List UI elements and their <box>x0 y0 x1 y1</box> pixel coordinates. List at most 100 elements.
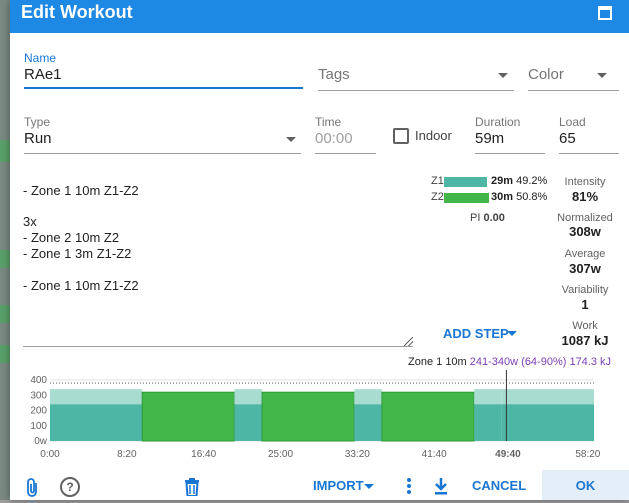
stat-label: Variability <box>561 284 609 296</box>
chart-segment <box>501 404 594 441</box>
name-underline <box>24 87 303 89</box>
zone-label: Z1 <box>431 175 444 187</box>
stat-value: 1 <box>581 297 589 312</box>
load-underline <box>559 153 619 154</box>
type-label: Type <box>24 115 51 129</box>
maximize-icon[interactable] <box>598 6 612 20</box>
dialog-titlebar: Edit Workout <box>10 0 629 33</box>
load-input[interactable]: 65 <box>559 130 576 147</box>
zone-value: 30m 50.8% <box>491 191 547 203</box>
type-underline <box>24 153 301 154</box>
background-stripe <box>0 305 10 323</box>
color-select[interactable]: Color <box>528 66 564 83</box>
resize-handle-icon[interactable] <box>404 337 413 346</box>
type-select[interactable]: Run <box>24 130 52 147</box>
workout-chart[interactable]: 400 300 200 100 0w 0:00 8:20 16:40 25:00 33:20 41:… <box>10 370 629 462</box>
stat-label: Work <box>572 320 598 332</box>
pi-label: PI <box>470 212 481 224</box>
stat-value: 1087 kJ <box>561 333 609 348</box>
stat-label: Average <box>564 248 606 260</box>
zone-percent: 49.2% <box>516 175 548 187</box>
chart-x-tick-label: 8:20 <box>117 449 137 460</box>
chart-segment <box>50 404 143 441</box>
stat-value: 308w <box>569 224 601 239</box>
color-underline <box>528 90 619 91</box>
segment-details: 241-340w (64-90%) 174.3 kJ <box>469 356 612 368</box>
chart-y-tick-label: 400 <box>30 375 47 386</box>
duration-underline <box>475 153 545 154</box>
edit-workout-dialog: Edit Workout Name RAe1 Tags Color Type R… <box>10 0 629 500</box>
stat-label: Normalized <box>557 212 613 224</box>
chart-segment <box>474 404 502 441</box>
more-vert-icon[interactable] <box>407 478 411 494</box>
chart-x-tick-label: 41:40 <box>422 449 447 460</box>
pi-value: 0.00 <box>483 212 505 224</box>
chart-x-tick-label: 33:20 <box>345 449 370 460</box>
chart-y-tick-label: 200 <box>30 406 47 417</box>
dialog-title: Edit Workout <box>21 2 133 22</box>
description-line: - Zone 1 10m Z1-Z2 <box>23 278 139 293</box>
tags-chevron-down-icon[interactable] <box>498 73 508 78</box>
duration-input[interactable]: 59m <box>475 130 505 147</box>
tags-select[interactable]: Tags <box>318 66 350 83</box>
background-stripe <box>0 345 10 363</box>
stat-value: 307w <box>569 261 601 276</box>
description-line: - Zone 1 3m Z1-Z2 <box>23 246 132 261</box>
add-step-chevron-down-icon[interactable] <box>507 331 517 336</box>
zone-value: 29m 49.2% <box>491 175 547 187</box>
cancel-button[interactable]: CANCEL <box>472 478 527 493</box>
chart-y-tick-label: 0w <box>34 436 48 447</box>
indoor-checkbox[interactable] <box>393 128 409 144</box>
description-underline <box>23 346 413 347</box>
import-chevron-down-icon[interactable] <box>364 484 374 489</box>
chart-segment-band <box>501 389 594 405</box>
description-line: 3x <box>23 214 37 229</box>
attach-icon[interactable] <box>26 478 40 503</box>
download-icon[interactable] <box>434 477 448 500</box>
time-input[interactable]: 00:00 <box>315 130 353 147</box>
chart-segment <box>261 391 355 442</box>
segment-name: Zone 1 <box>408 356 443 368</box>
chart-y-tick-label: 100 <box>30 421 47 432</box>
help-icon[interactable]: ? <box>60 477 80 497</box>
import-button[interactable]: IMPORT <box>313 478 364 493</box>
zone-percent: 50.8% <box>516 191 548 203</box>
name-label: Name <box>24 51 57 65</box>
zone-time: 29m <box>491 175 514 187</box>
background-stripe <box>0 140 10 162</box>
chart-segment-band <box>354 389 382 405</box>
add-step-button[interactable]: ADD STEP <box>443 326 509 341</box>
duration-label: Duration <box>475 115 521 129</box>
time-underline <box>315 153 376 154</box>
stat-value: 81% <box>571 189 599 204</box>
chart-y-tick-label: 300 <box>30 390 47 401</box>
name-field[interactable]: RAe1 <box>24 66 62 83</box>
zone-bar <box>444 177 487 187</box>
segment-duration: 10m <box>445 356 467 368</box>
time-label: Time <box>315 115 342 129</box>
stat-label: Intensity <box>564 176 606 188</box>
type-chevron-down-icon[interactable] <box>286 137 296 142</box>
chart-x-tick-label: 25:00 <box>268 449 293 460</box>
chart-segment <box>354 404 382 441</box>
zone-bar <box>444 193 489 203</box>
description-line: - Zone 1 10m Z1-Z2 <box>23 183 139 198</box>
chart-x-tick-label: 58:20 <box>575 449 600 460</box>
color-chevron-down-icon[interactable] <box>597 73 607 78</box>
indoor-label: Indoor <box>415 128 452 143</box>
ok-label: OK <box>575 478 596 493</box>
chart-x-tick-label: 0:00 <box>40 449 60 460</box>
delete-icon[interactable] <box>184 478 200 501</box>
chart-segment-band <box>474 389 502 405</box>
description-line: - Zone 2 10m Z2 <box>23 230 120 245</box>
ok-button[interactable]: OK <box>542 470 629 500</box>
load-label: Load <box>559 115 586 129</box>
background-stripe <box>0 250 10 268</box>
chart-segment-band <box>50 389 143 405</box>
chart-x-tick-label: 49:40 <box>495 449 521 460</box>
chart-segment <box>381 391 475 442</box>
chart-segment <box>141 391 235 442</box>
tags-underline <box>318 90 514 91</box>
chart-segment-band <box>234 389 263 405</box>
chart-x-tick-label: 16:40 <box>191 449 216 460</box>
